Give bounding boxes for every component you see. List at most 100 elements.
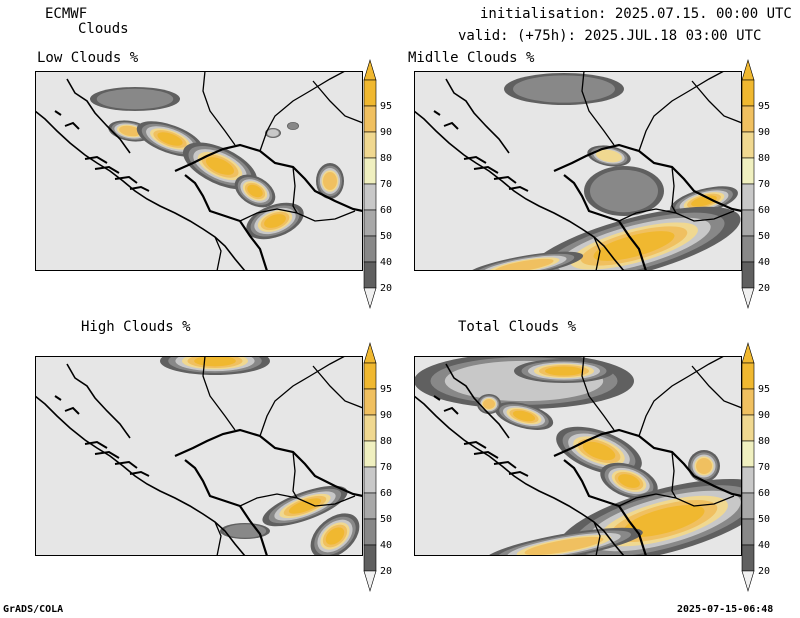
product-label: Clouds (78, 21, 129, 37)
island (443, 121, 459, 130)
island (433, 395, 441, 401)
colorbar-segment (741, 131, 755, 159)
island (64, 121, 80, 130)
island (433, 110, 441, 116)
colorbar-tick-label: 60 (758, 205, 770, 216)
colorbar-segment (741, 261, 755, 289)
island (508, 185, 529, 192)
cloud-area (220, 523, 270, 539)
colorbar-cap-top (741, 341, 755, 364)
colorbar-tick-label: 60 (380, 488, 392, 499)
island (129, 470, 150, 477)
country-border (553, 143, 742, 213)
colorbar-tick-label: 80 (758, 153, 770, 164)
colorbar-tick-label: 20 (380, 566, 392, 577)
colorbar-segment (741, 492, 755, 520)
colorbar-tick-label: 40 (758, 540, 770, 551)
country-border (312, 365, 363, 409)
island (493, 175, 517, 184)
colorbar-middle-svg: 95 90 80 70 60 50 40 20 (741, 58, 770, 310)
colorbar-tick-label: 20 (380, 283, 392, 294)
colorbar-high-svg: 95 90 80 70 60 50 40 20 (363, 341, 392, 593)
cloud-area (246, 202, 304, 240)
country-border (259, 71, 346, 152)
island (64, 406, 80, 415)
cloud-area (234, 174, 276, 208)
colorbar-tick-label: 90 (758, 127, 770, 138)
cloud-area (90, 87, 180, 111)
colorbar-segment (363, 492, 377, 520)
high-clouds-map (35, 356, 363, 556)
map-frame (414, 71, 742, 271)
colorbar-segment (741, 209, 755, 237)
coastline (66, 78, 131, 154)
colorbar-tick-label: 40 (380, 257, 392, 268)
island (114, 460, 138, 469)
colorbar-segment (741, 362, 755, 390)
colorbar-tick-label: 50 (380, 514, 392, 525)
map-frame (35, 356, 363, 556)
cloud-area (316, 163, 344, 199)
country-border (671, 166, 677, 214)
cloud-area (504, 73, 624, 105)
country-border (553, 428, 742, 498)
island (114, 175, 138, 184)
island (473, 450, 499, 459)
colorbar-segment (363, 79, 377, 107)
low-clouds-map (35, 71, 363, 271)
country-border (691, 365, 742, 409)
colorbar-segment (363, 440, 377, 468)
cloud-area (688, 450, 720, 482)
colorbar-tick-label: 60 (380, 205, 392, 216)
country-border (184, 459, 269, 556)
colorbar-segment (741, 388, 755, 416)
colorbar-segment (741, 183, 755, 211)
footer-timestamp-label: 2025-07-15-06:48 (677, 604, 774, 615)
cloud-area (262, 485, 348, 527)
cloud-area (265, 128, 281, 138)
colorbar-segment (363, 544, 377, 572)
colorbar-tick-label: 70 (758, 179, 770, 190)
cloud-area (464, 251, 584, 271)
map-frame (35, 71, 363, 271)
country-border (638, 356, 725, 437)
colorbar-cap-bottom (363, 570, 377, 593)
model-label: ECMWF (45, 6, 88, 22)
colorbar-tick-label: 20 (758, 283, 770, 294)
colorbar-segment (363, 131, 377, 159)
colorbar-segment (363, 466, 377, 494)
country-border (581, 356, 615, 431)
colorbar-tick-label: 70 (380, 179, 392, 190)
colorbar-high: 95 90 80 70 60 50 40 20 (363, 341, 404, 593)
island (493, 460, 517, 469)
island (473, 165, 499, 174)
country-border (593, 521, 601, 556)
colorbar-tick-label: 20 (758, 566, 770, 577)
colorbar-tick-label: 60 (758, 488, 770, 499)
island (84, 155, 108, 164)
colorbar-cap-bottom (741, 570, 755, 593)
country-border (593, 236, 601, 271)
coastline (35, 395, 246, 556)
colorbar-segment (741, 414, 755, 442)
colorbar-cap-bottom (363, 287, 377, 310)
middle-clouds-map (414, 71, 742, 271)
colorbar-cap-bottom (741, 287, 755, 310)
country-border (292, 451, 298, 499)
coastline (445, 78, 510, 154)
cloud-area (527, 206, 741, 271)
colorbar-tick-label: 50 (758, 231, 770, 242)
colorbar-tick-label: 80 (380, 436, 392, 447)
island (54, 395, 62, 401)
initialisation-label: initialisation: 2025.07.15. 00:00 UTC (480, 6, 792, 22)
panel-title-high: High Clouds % (81, 319, 191, 335)
panel-title-middle: Midlle Clouds % (408, 50, 535, 66)
colorbar-tick-label: 95 (758, 384, 770, 395)
cloud-area (494, 402, 554, 430)
colorbar-segment (741, 79, 755, 107)
island (94, 450, 120, 459)
country-border (259, 356, 346, 437)
island (129, 185, 150, 192)
colorbar-segment (363, 105, 377, 133)
colorbar-segment (741, 518, 755, 546)
